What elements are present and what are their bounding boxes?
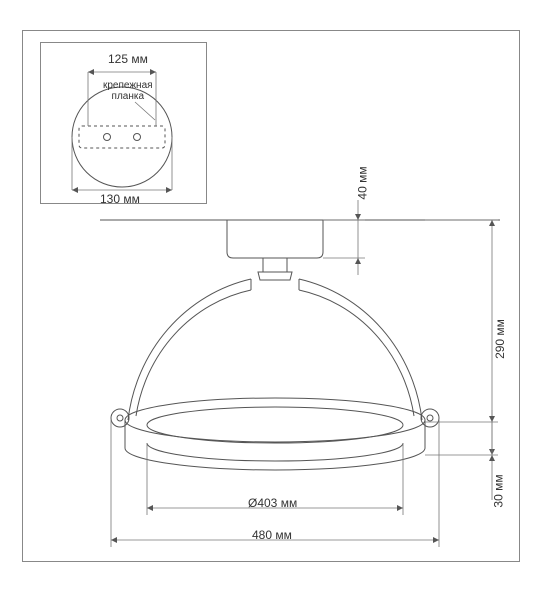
bracket-label: крепежнаяпланка (103, 80, 153, 102)
dim-125-label: 125 мм (108, 52, 148, 66)
inset-hole-right (134, 134, 141, 141)
inset-mount-plate (79, 126, 165, 148)
dim-30-label: 30 мм (492, 474, 506, 507)
pivot-right (421, 409, 439, 427)
lamp-canopy (227, 220, 323, 258)
inset-base-circle (72, 87, 172, 187)
lamp-arc-inner (136, 290, 251, 416)
ring-inner-bot (147, 443, 403, 461)
dim-40-label: 40 мм (356, 166, 370, 199)
drawing-svg (0, 0, 550, 600)
ring-outer-bot (125, 448, 425, 470)
diagram-canvas: 125 мм крепежнаяпланка 130 мм 40 мм 290 … (0, 0, 550, 600)
dim-290-label: 290 мм (493, 319, 507, 359)
pivot-left (111, 409, 129, 427)
lamp-stem (263, 258, 287, 272)
ring-inner-top (147, 407, 403, 443)
inset-hole-left (104, 134, 111, 141)
dim-480-label: 480 мм (252, 528, 292, 542)
dim-403-label: Ø403 мм (248, 496, 297, 510)
dim-130-label: 130 мм (100, 192, 140, 206)
